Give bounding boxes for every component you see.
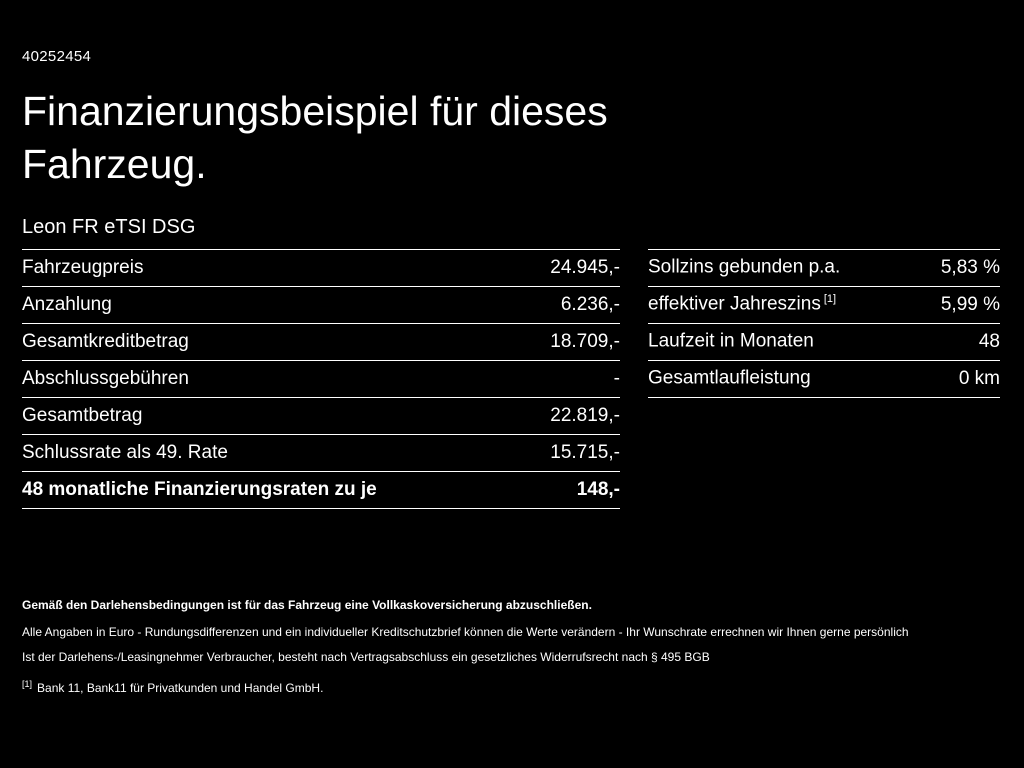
vehicle-model: Leon FR eTSI DSG [22, 215, 196, 238]
table-row: Gesamtbetrag 22.819,- [22, 396, 620, 434]
table-row: Abschlussgebühren - [22, 359, 620, 397]
disclaimer-line: Ist der Darlehens-/Leasingnehmer Verbrau… [22, 649, 710, 664]
row-label: Gesamtkreditbetrag [22, 330, 189, 352]
financing-table: Fahrzeugpreis 24.945,- Anzahlung 6.236,-… [22, 248, 620, 509]
table-row: Schlussrate als 49. Rate 15.715,- [22, 433, 620, 471]
footnote-reference: [1] Bank 11, Bank11 für Privatkunden und … [22, 678, 1002, 697]
row-value: 148,- [576, 478, 620, 500]
row-value: 15.715,- [550, 441, 620, 463]
row-value: - [613, 367, 620, 389]
insurance-note: Gemäß den Darlehensbedingungen ist für d… [22, 598, 592, 612]
row-label: Schlussrate als 49. Rate [22, 441, 228, 463]
row-label: Gesamtlaufleistung [648, 367, 811, 389]
row-label: Abschlussgebühren [22, 367, 189, 389]
row-label: effektiver Jahreszins [1] [648, 293, 837, 315]
row-label: Fahrzeugpreis [22, 256, 144, 278]
row-value: 22.819,- [550, 404, 620, 426]
row-value: 5,99 % [940, 293, 1000, 315]
row-label: Anzahlung [22, 293, 112, 315]
table-row: Sollzins gebunden p.a. 5,83 % [648, 248, 1000, 286]
table-row: effektiver Jahreszins [1] 5,99 % [648, 285, 1000, 323]
row-value: 0 km [958, 367, 1000, 389]
table-row: Gesamtlaufleistung 0 km [648, 359, 1000, 397]
row-value: 5,83 % [940, 256, 1000, 278]
page-title: Finanzierungsbeispiel für dieses Fahrzeu… [22, 88, 608, 188]
financing-tables: Fahrzeugpreis 24.945,- Anzahlung 6.236,-… [22, 248, 1002, 509]
footer-disclaimers: Gemäß den Darlehensbedingungen ist für d… [22, 597, 1002, 698]
vehicle-id: 40252454 [22, 48, 92, 65]
conditions-table: Sollzins gebunden p.a. 5,83 % effektiver… [648, 248, 1000, 398]
table-row-monthly-rate: 48 monatliche Finanzierungsraten zu je 1… [22, 470, 620, 508]
row-value: 6.236,- [560, 293, 620, 315]
row-value: 24.945,- [550, 256, 620, 278]
table-row: Fahrzeugpreis 24.945,- [22, 248, 620, 286]
table-row: Anzahlung 6.236,- [22, 285, 620, 323]
footnote-marker: [1] [823, 293, 837, 306]
row-label: 48 monatliche Finanzierungsraten zu je [22, 478, 377, 500]
row-value: 18.709,- [550, 330, 620, 352]
table-row: Laufzeit in Monaten 48 [648, 322, 1000, 360]
row-label: Sollzins gebunden p.a. [648, 256, 841, 278]
table-row: Gesamtkreditbetrag 18.709,- [22, 322, 620, 360]
footnote-text: Bank 11, Bank11 für Privatkunden und Han… [37, 681, 324, 696]
row-label: Gesamtbetrag [22, 404, 143, 426]
disclaimer-line: Alle Angaben in Euro - Rundungsdifferenz… [22, 625, 909, 640]
row-value: 48 [978, 330, 1000, 352]
row-label: Laufzeit in Monaten [648, 330, 814, 352]
footnote-marker: [1] [22, 679, 33, 690]
